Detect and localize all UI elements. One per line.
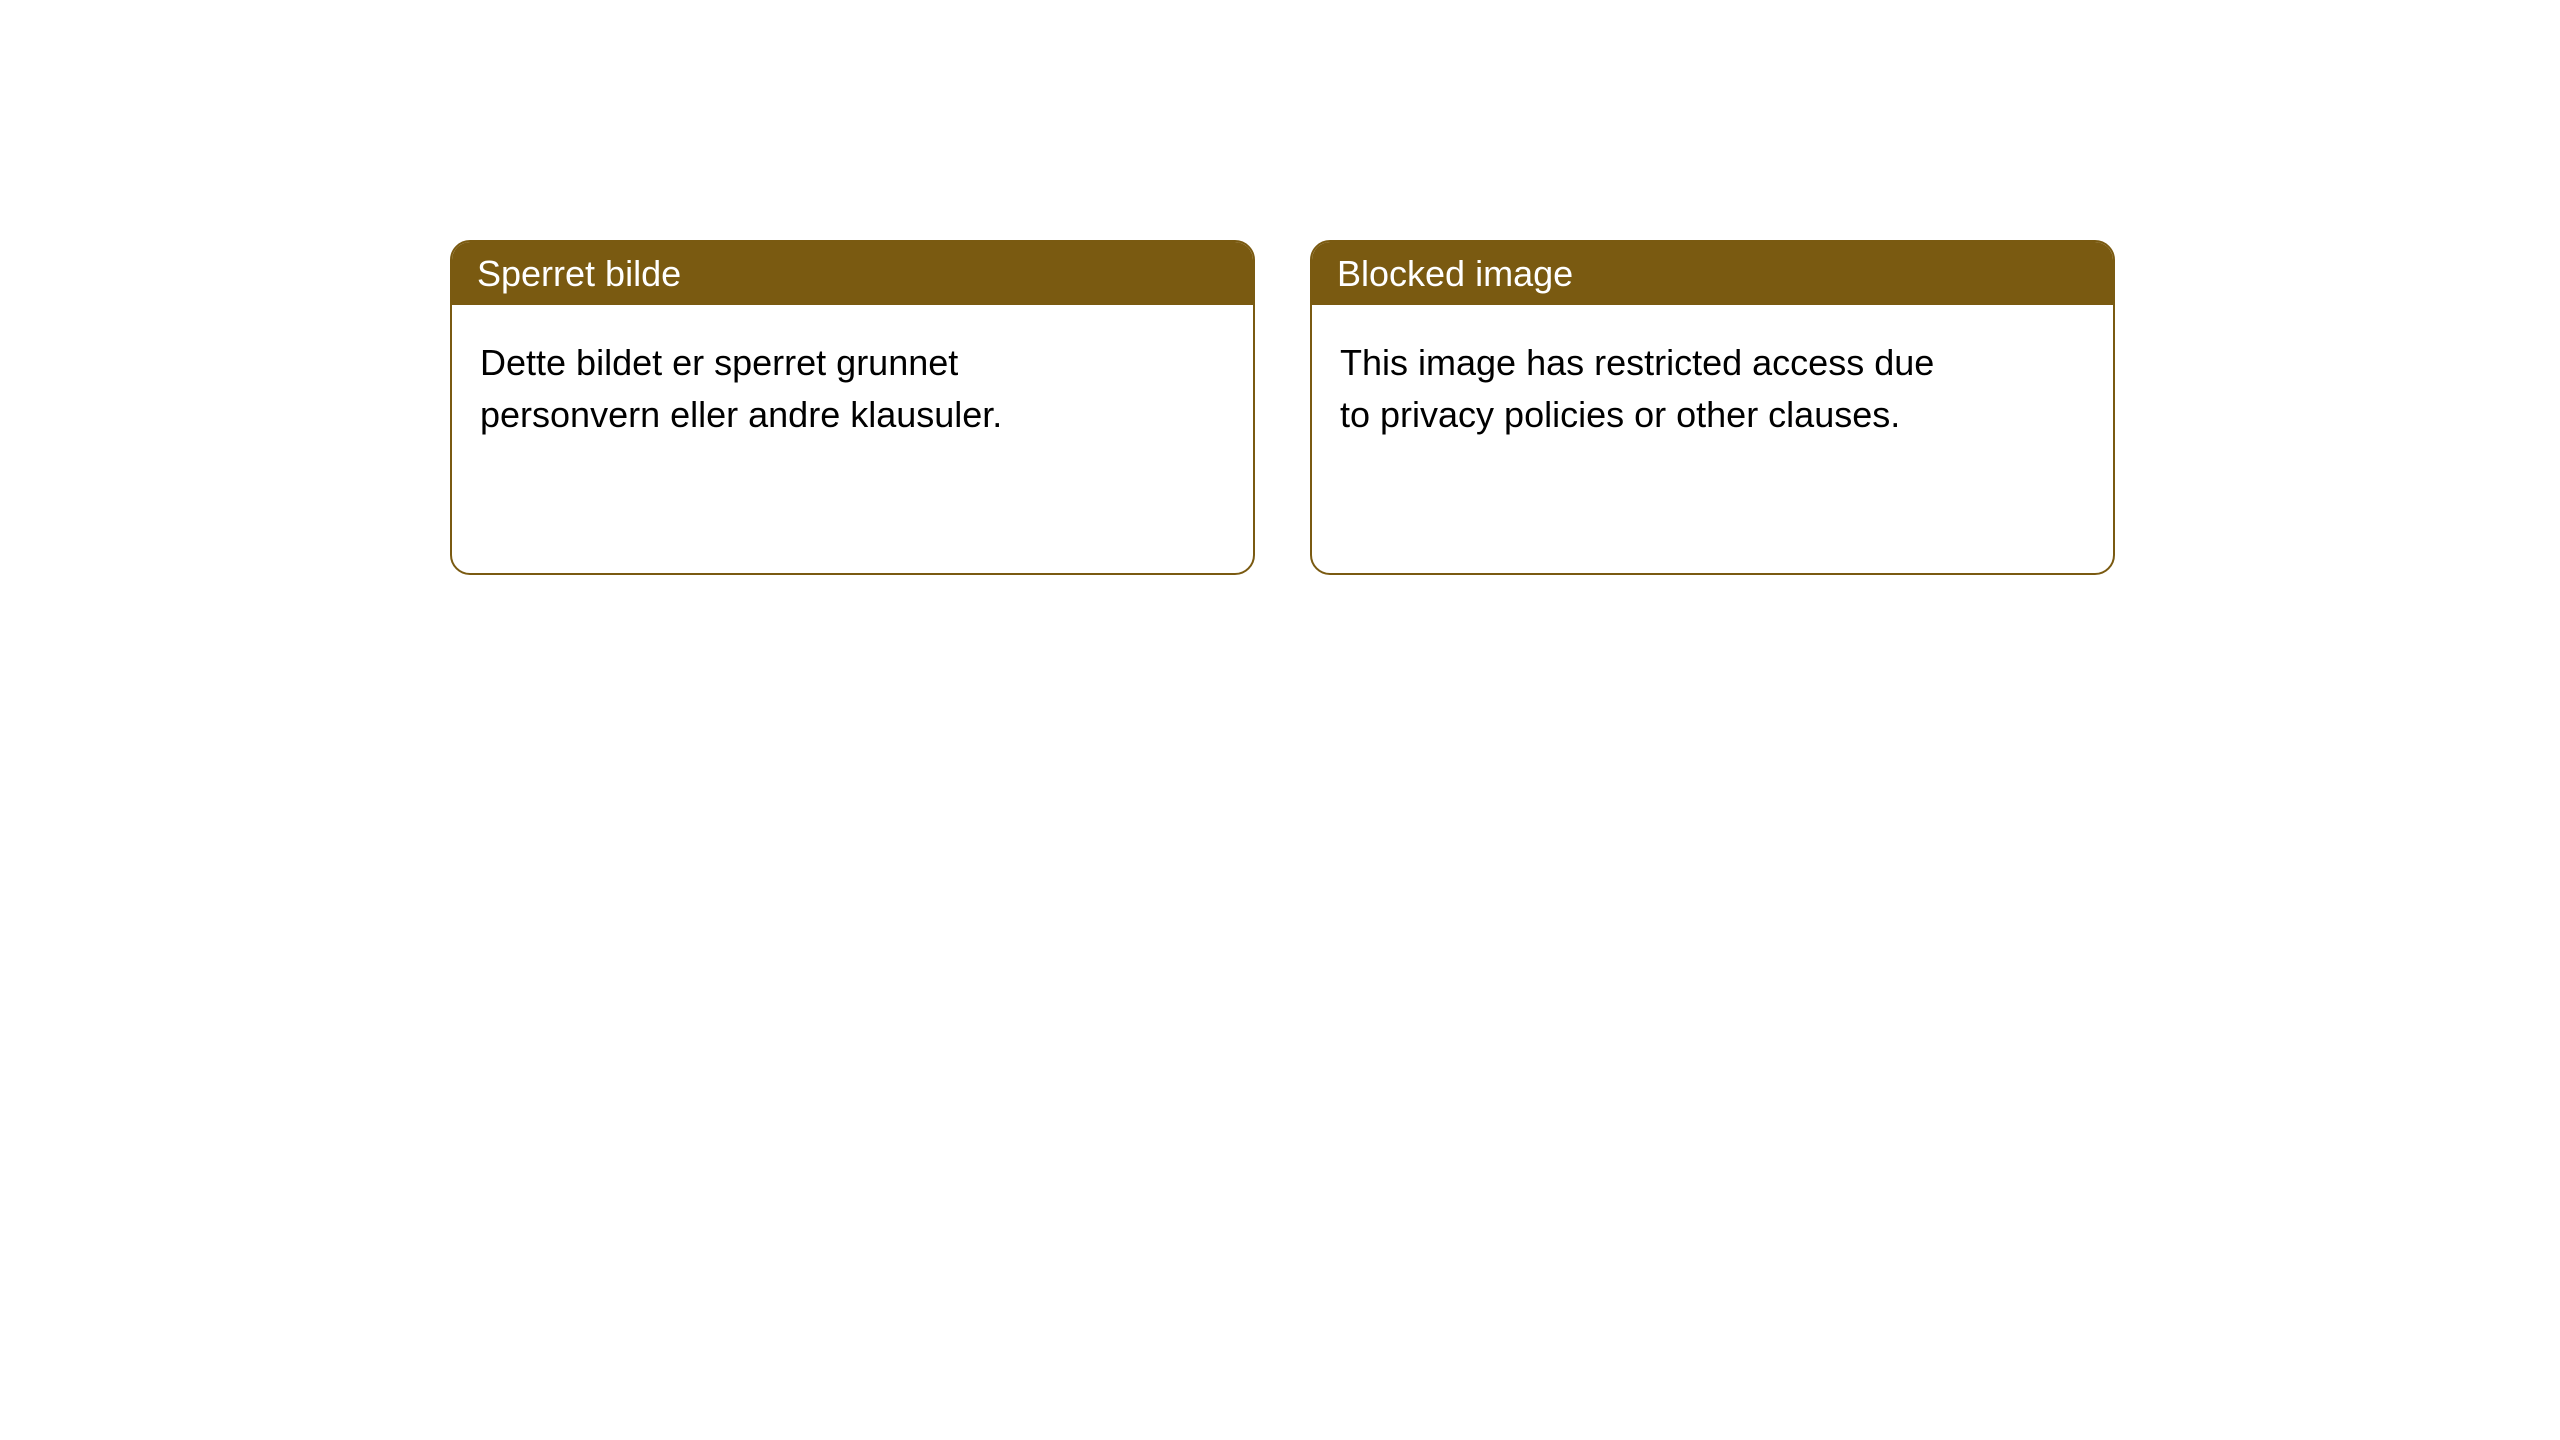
notice-body: This image has restricted access due to … — [1312, 305, 1992, 473]
notice-title: Blocked image — [1312, 242, 2113, 305]
notice-body: Dette bildet er sperret grunnet personve… — [452, 305, 1132, 473]
notice-box-english: Blocked image This image has restricted … — [1310, 240, 2115, 575]
notice-title: Sperret bilde — [452, 242, 1253, 305]
notice-container: Sperret bilde Dette bildet er sperret gr… — [0, 0, 2560, 575]
notice-box-norwegian: Sperret bilde Dette bildet er sperret gr… — [450, 240, 1255, 575]
